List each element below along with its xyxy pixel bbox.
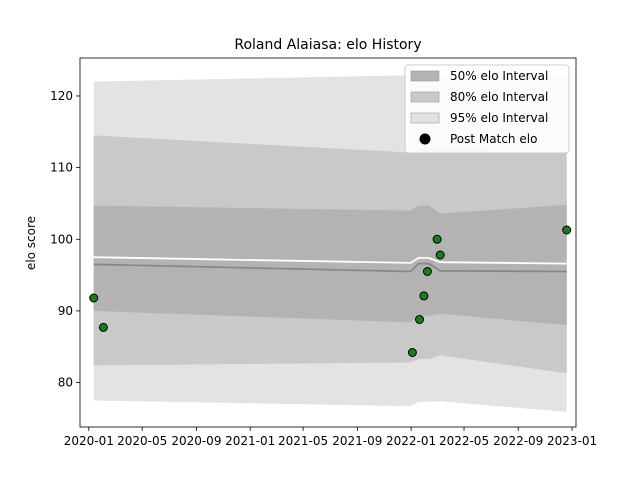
x-tick-label-2020-01: 2020-01	[64, 434, 114, 448]
data-point-5	[422, 267, 432, 276]
data-point-4	[419, 291, 429, 301]
y-tick-label-80: 80	[58, 376, 73, 390]
band-50	[93, 204, 567, 326]
data-point-3	[415, 315, 424, 324]
data-point-8	[562, 225, 572, 235]
legend-label-2: 95% elo Interval	[450, 111, 548, 125]
mean-line	[93, 256, 567, 265]
data-point-0	[89, 293, 99, 303]
y-tick-label-90: 90	[58, 304, 73, 318]
median-line	[93, 262, 567, 273]
data-point-6	[432, 234, 442, 244]
y-axis-label: elo score	[24, 216, 38, 270]
x-tick-label-2022-05: 2022-05	[439, 434, 489, 448]
legend-swatch-band_50	[410, 70, 440, 82]
data-point-7	[435, 250, 445, 260]
data-point-2	[407, 348, 417, 357]
x-tick-label-2020-05: 2020-05	[117, 434, 167, 448]
x-tick-label-2021-01: 2021-01	[225, 434, 275, 448]
axes: 80 90 100 110 120 2020-01 2020-05 2020-09 2021-0…	[50, 57, 597, 448]
y-tick-label-120: 120	[50, 89, 73, 103]
legend: 50% elo Interval 80% elo Interval 95% elo …	[404, 64, 570, 154]
x-tick-label-2021-05: 2021-05	[278, 434, 328, 448]
chart-title: Roland Alaiasa: elo History	[234, 37, 421, 53]
x-tick-label-2022-09: 2022-09	[493, 434, 543, 448]
x-tick-label-2023-01: 2023-01	[547, 434, 597, 448]
x-tick-label-2022-01: 2022-01	[386, 434, 436, 448]
plot-frame	[79, 57, 577, 428]
data-point-1	[98, 322, 108, 332]
legend-label-0: 50% elo Interval	[450, 69, 548, 83]
x-tick-label-2021-09: 2021-09	[332, 434, 382, 448]
legend-swatch-point	[419, 133, 431, 145]
legend-swatch-band_80	[410, 91, 440, 103]
legend-swatch-band_95	[410, 112, 440, 124]
legend-label-1: 80% elo Interval	[450, 90, 548, 104]
legend-label-3: Post Match elo	[450, 132, 537, 146]
legend-box	[404, 64, 570, 154]
plot-area	[89, 73, 572, 413]
y-tick-label-110: 110	[50, 161, 73, 175]
y-tick-label-100: 100	[50, 232, 73, 246]
x-tick-label-2020-09: 2020-09	[171, 434, 221, 448]
